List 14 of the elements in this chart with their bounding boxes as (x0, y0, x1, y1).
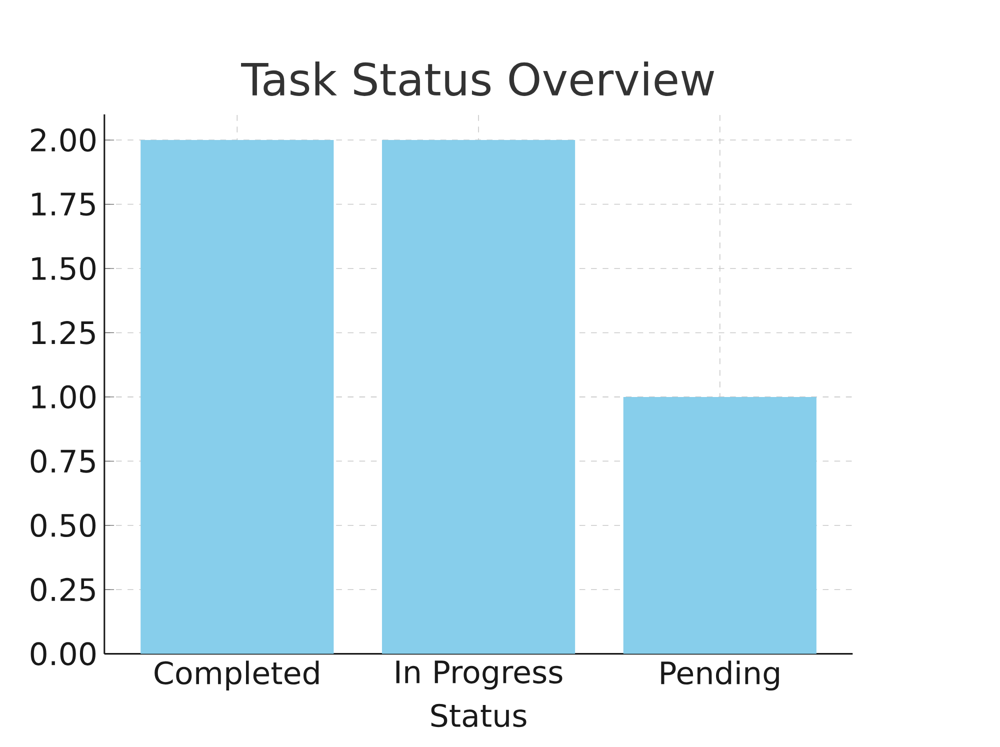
y-tick-label: 2.00 (31, 128, 96, 152)
x-tick-label: Completed (154, 660, 319, 690)
y-tick-label: 0.50 (30, 514, 96, 537)
y-tick-label: 1.50 (32, 256, 96, 280)
y-tick-label: 0.75 (30, 449, 95, 473)
chart-title: Task Status Overview (241, 61, 714, 96)
y-tick-label: 1.25 (32, 320, 95, 344)
y-tick-label: 0.00 (30, 642, 96, 666)
x-tick-label: In Progress (396, 660, 562, 690)
y-tick-label: 1.00 (32, 385, 96, 409)
y-tick-label: 1.75 (32, 192, 95, 216)
y-tick-label: 0.25 (30, 578, 95, 602)
x-tick-label: Pending (661, 660, 779, 690)
x-axis-title: Status (431, 704, 526, 728)
